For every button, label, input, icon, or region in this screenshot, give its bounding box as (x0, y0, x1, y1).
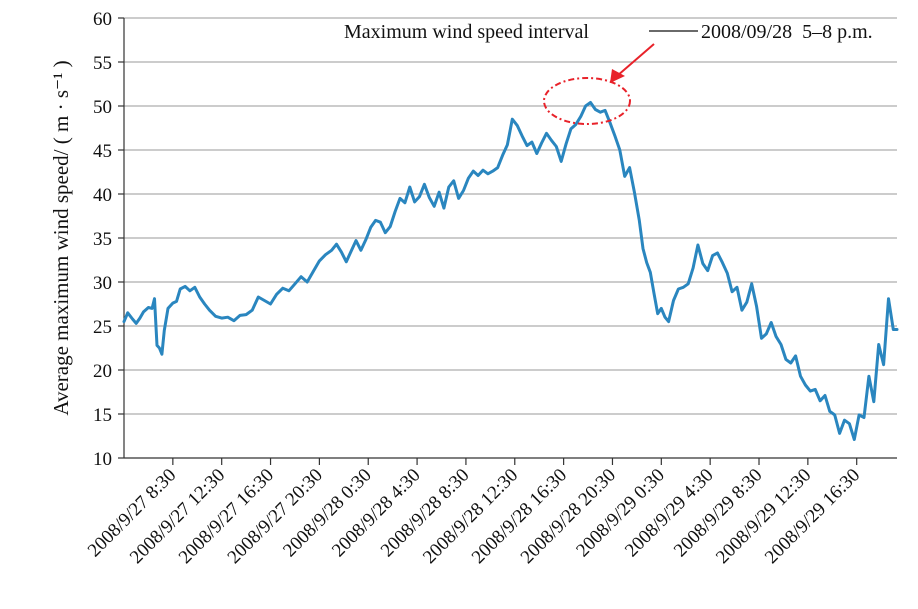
y-tick-labels: 10 15 20 25 30 35 40 45 50 55 60 (93, 9, 112, 470)
tick-marks (118, 17, 858, 465)
annotation-detail: 2008/09/28 5–8 p.m. (701, 21, 873, 43)
grid-lines (124, 17, 897, 415)
y-tick-label-55: 55 (93, 53, 112, 74)
y-tick-label-50: 50 (93, 97, 112, 118)
y-tick-label-25: 25 (93, 317, 112, 338)
y-tick-label-35: 35 (93, 229, 112, 250)
y-tick-label-60: 60 (93, 9, 112, 30)
wind-speed-series-line (122, 101, 899, 441)
y-axis-label: Average maximum wind speed/ ( m · s⁻¹ ) (49, 60, 73, 415)
y-tick-label-15: 15 (93, 405, 112, 426)
max-interval-highlight-ellipse (543, 77, 631, 125)
y-tick-label-30: 30 (93, 273, 112, 294)
annotation-label: Maximum wind speed interval (344, 21, 589, 43)
annotation-arrow-head (610, 69, 625, 83)
y-tick-label-20: 20 (93, 361, 112, 382)
y-tick-label-10: 10 (93, 449, 112, 470)
annotation-arrow-line (616, 43, 655, 77)
y-tick-label-45: 45 (93, 141, 112, 162)
y-tick-label-40: 40 (93, 185, 112, 206)
